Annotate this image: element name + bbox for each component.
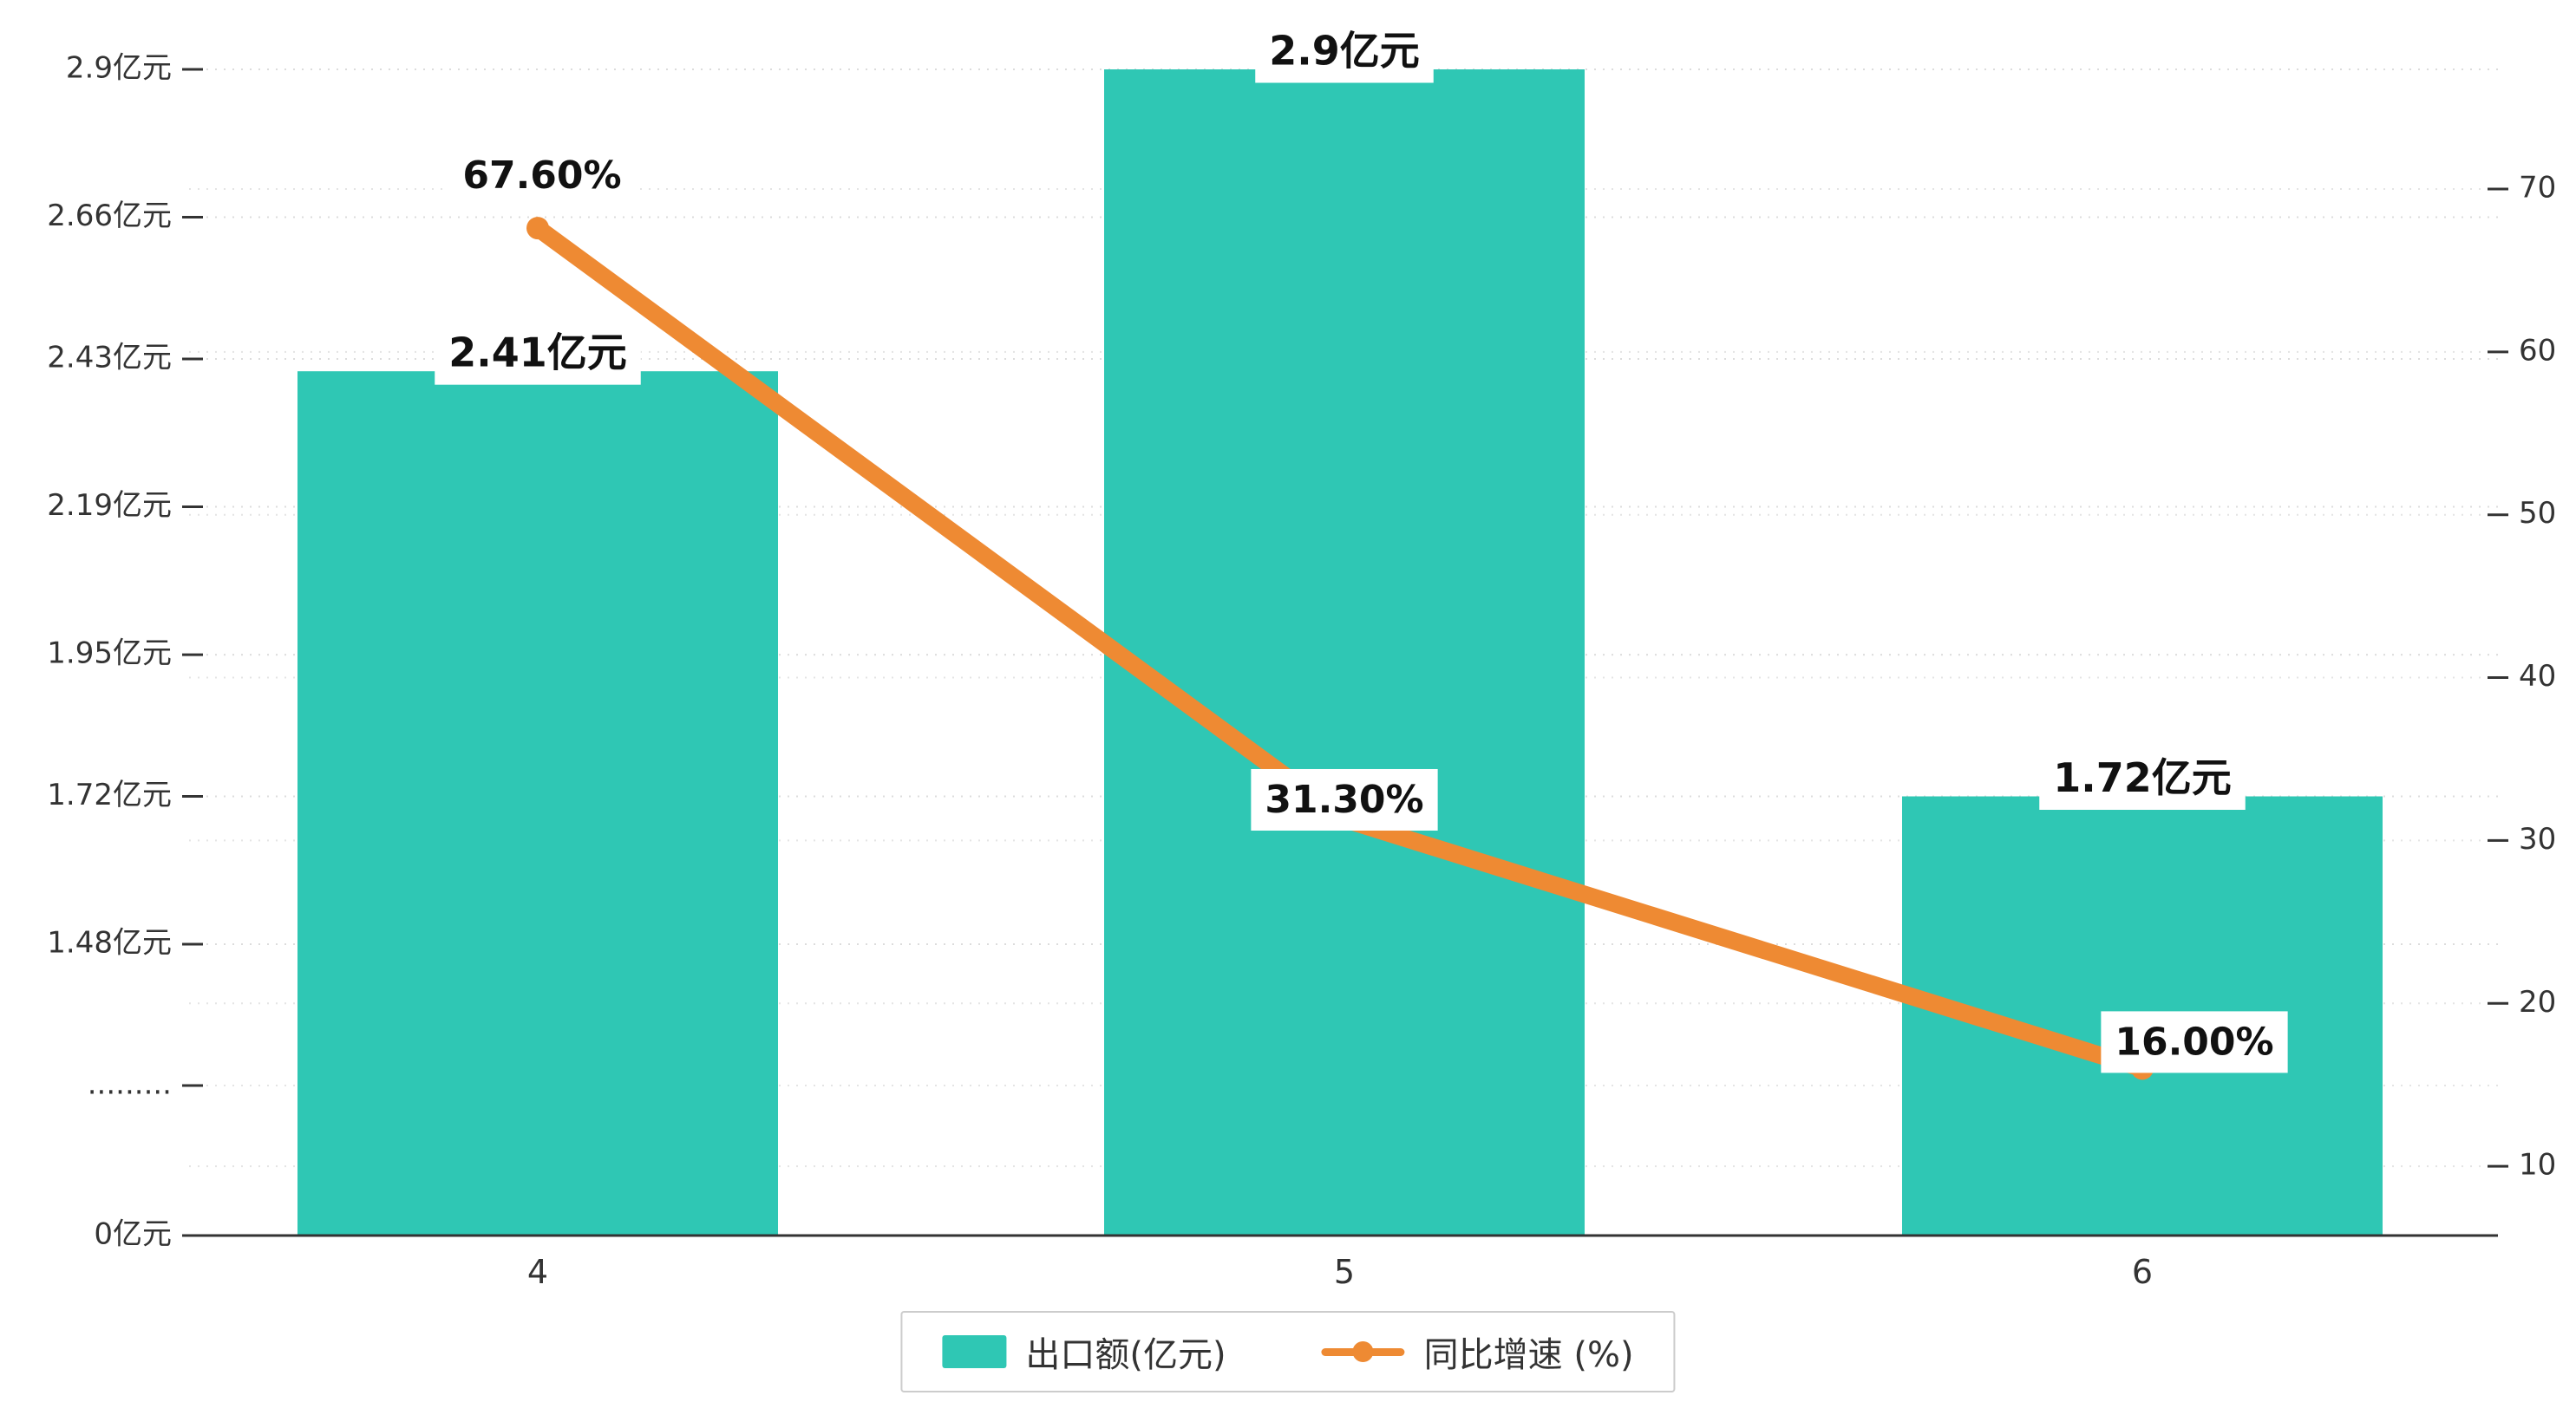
left-axis-tick-label: 2.19亿元 [47,488,172,523]
legend: 出口额(亿元) 同比增速 (%) [900,1311,1676,1392]
legend-item-export[interactable]: 出口额(亿元) [942,1327,1226,1377]
left-axis-tick-label: 2.9亿元 [66,51,172,86]
bar-month-4 [297,371,778,1236]
bar-value-label-6: 1.72亿元 [2039,746,2246,811]
line-value-label-6: 16.00% [2101,1011,2288,1073]
bar-value-label-5: 2.9亿元 [1255,18,1434,83]
right-axis-tick-label: 50 [2519,496,2556,531]
line-value-label-6-text: 16.00% [2115,1020,2273,1064]
bar-series-swatch-icon [942,1335,1007,1368]
line-value-label-5-bg [1251,768,1438,831]
left-axis-tick-label: 1.72亿元 [47,778,172,812]
line-value-label-6-bg [2101,1011,2288,1073]
bar-month-5 [1104,69,1585,1236]
left-axis-tick-label: ......... [88,1067,172,1102]
bar-series [297,69,2383,1236]
right-axis-tick-label: 60 [2519,333,2556,368]
growth-point-4 [526,217,549,240]
left-axis: 2.9亿元 2.66亿元 2.43亿元 2.19亿元 1.95亿元 1.72亿元 1.48亿… [47,51,203,1252]
bar-value-label-5-bg [1255,18,1434,83]
x-axis-label-6: 6 [2132,1253,2153,1291]
bar-value-label-5-text: 2.9亿元 [1269,28,1420,75]
legend-item-growth[interactable]: 同比增速 (%) [1321,1327,1634,1377]
bar-value-label-6-text: 1.72亿元 [2053,754,2232,801]
line-value-label-5-text: 31.30% [1265,778,1423,822]
right-axis-tick-label: 10 [2519,1148,2556,1183]
line-value-label-4: 67.60% [448,145,636,207]
right-axis-tick-label: 70 [2519,171,2556,205]
bar-value-label-4: 2.41亿元 [435,320,641,385]
left-axis-tick-label: 1.95亿元 [47,636,172,671]
x-axis-label-4: 4 [527,1253,548,1291]
bar-value-label-4-text: 2.41亿元 [448,329,627,376]
line-value-label-4-bg [448,145,636,207]
left-axis-tick-label: 2.66亿元 [47,199,172,233]
line-value-label-5: 31.30% [1251,768,1438,831]
bar-value-label-6-bg [2039,746,2246,811]
legend-label-growth: 同比增速 (%) [1423,1335,1634,1375]
left-axis-tick-label: 0亿元 [94,1217,172,1252]
legend-label-export: 出口额(亿元) [1025,1335,1226,1375]
right-axis-tick-label: 20 [2519,985,2556,1020]
right-axis-tick-label: 40 [2519,659,2556,694]
line-series-icon [1321,1335,1405,1368]
bar-value-label-4-bg [435,320,641,385]
right-axis-tick-label: 30 [2519,822,2556,857]
left-axis-tick-label: 2.43亿元 [47,340,172,375]
left-axis-tick-label: 1.48亿元 [47,926,172,961]
right-axis: 70 60 50 40 30 20 10 [2488,171,2556,1183]
x-axis-label-5: 5 [1334,1253,1355,1291]
line-value-label-4-text: 67.60% [462,153,621,198]
